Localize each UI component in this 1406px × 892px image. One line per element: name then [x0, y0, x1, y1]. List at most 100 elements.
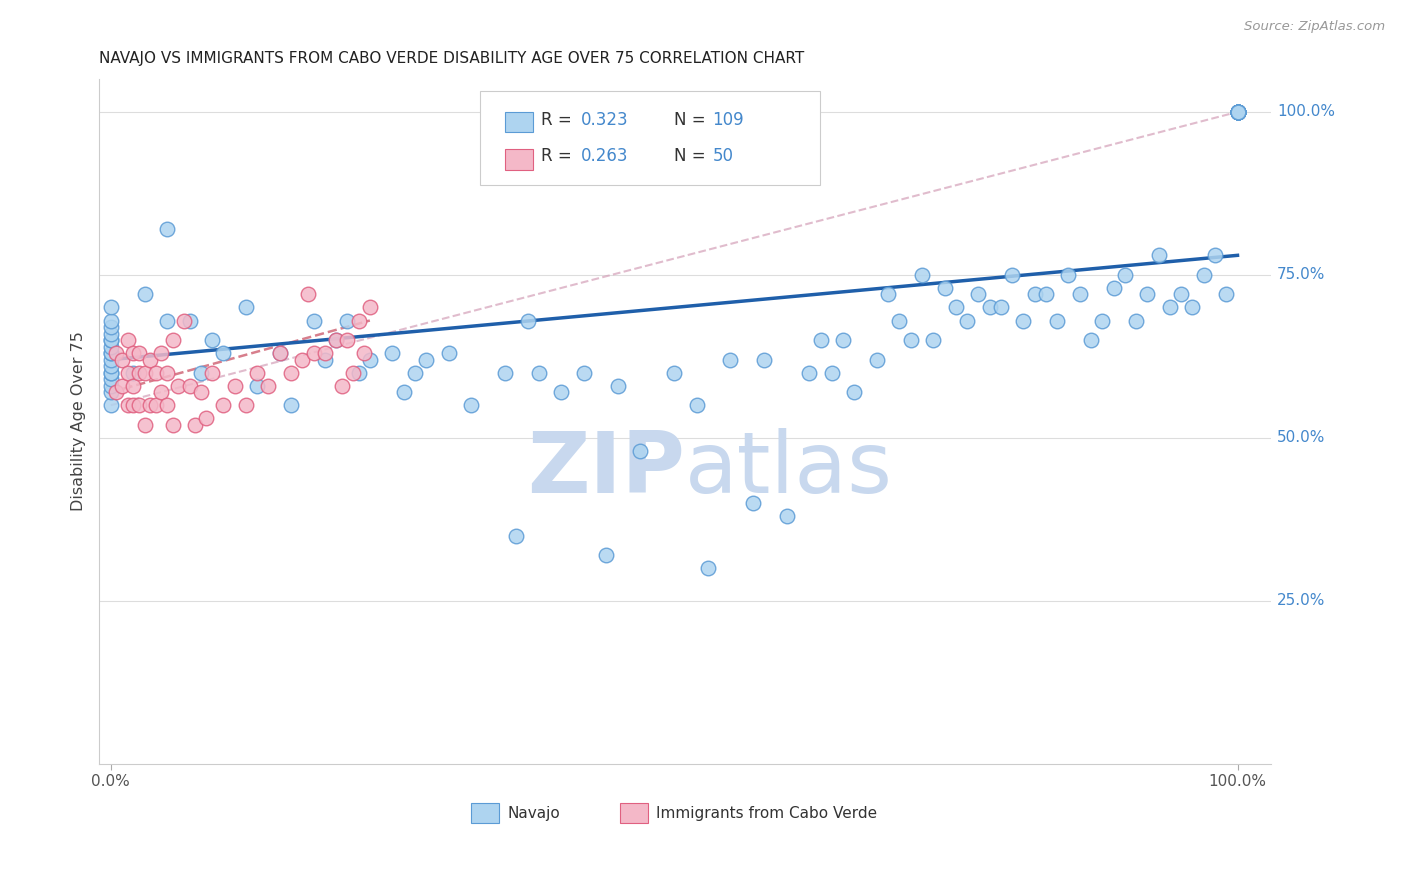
Point [100, 385, 122, 400]
Point [381, 346, 404, 360]
Point [150, 346, 173, 360]
Point [1226, 104, 1249, 119]
Point [302, 313, 325, 327]
Point [922, 333, 945, 347]
Point [201, 366, 224, 380]
Point [100, 333, 122, 347]
Point [100, 346, 122, 360]
Point [100, 372, 122, 386]
Point [100, 359, 122, 373]
Point [1226, 104, 1249, 119]
Point [1226, 104, 1249, 119]
Point [336, 333, 359, 347]
Text: 0.263: 0.263 [581, 147, 628, 165]
Point [810, 333, 832, 347]
Point [460, 398, 482, 412]
Point [1159, 301, 1181, 315]
Text: 75.0%: 75.0% [1277, 268, 1326, 283]
Point [392, 385, 415, 400]
Point [134, 287, 156, 301]
Point [195, 411, 218, 425]
Point [100, 326, 122, 341]
Point [117, 398, 139, 412]
Point [269, 346, 291, 360]
Point [280, 366, 302, 380]
FancyBboxPatch shape [620, 803, 648, 823]
Point [572, 366, 595, 380]
Point [1226, 104, 1249, 119]
Point [1204, 248, 1226, 262]
Point [1012, 313, 1035, 327]
Point [139, 352, 162, 367]
Point [162, 333, 184, 347]
Point [291, 352, 314, 367]
Point [1080, 333, 1102, 347]
Point [128, 366, 150, 380]
Point [1226, 104, 1249, 119]
Point [359, 352, 381, 367]
Point [1091, 313, 1114, 327]
Point [889, 313, 911, 327]
Point [167, 378, 190, 392]
Point [550, 385, 572, 400]
Point [1057, 268, 1080, 282]
Point [179, 378, 201, 392]
Text: R =: R = [541, 147, 578, 165]
Point [1226, 104, 1249, 119]
FancyBboxPatch shape [471, 803, 499, 823]
Point [336, 313, 359, 327]
Text: 100.0%: 100.0% [1277, 104, 1336, 120]
Point [330, 378, 353, 392]
Point [1181, 301, 1204, 315]
Point [100, 320, 122, 334]
FancyBboxPatch shape [505, 112, 533, 132]
Point [606, 378, 628, 392]
Point [100, 398, 122, 412]
Point [415, 352, 437, 367]
Point [1226, 104, 1249, 119]
Point [1226, 104, 1249, 119]
Text: N =: N = [673, 112, 710, 129]
Point [990, 301, 1012, 315]
Point [145, 398, 167, 412]
Point [201, 333, 224, 347]
Point [111, 378, 134, 392]
Point [595, 548, 617, 562]
Point [150, 385, 173, 400]
Point [437, 346, 460, 360]
Point [134, 417, 156, 432]
Point [122, 398, 145, 412]
Point [302, 346, 325, 360]
Point [162, 417, 184, 432]
Point [832, 333, 855, 347]
Point [1226, 104, 1249, 119]
Point [128, 398, 150, 412]
Point [956, 313, 979, 327]
Point [173, 313, 195, 327]
Text: 50: 50 [713, 147, 734, 165]
Point [134, 366, 156, 380]
Point [900, 333, 922, 347]
Point [122, 346, 145, 360]
Point [1226, 104, 1249, 119]
Text: NAVAJO VS IMMIGRANTS FROM CABO VERDE DISABILITY AGE OVER 75 CORRELATION CHART: NAVAJO VS IMMIGRANTS FROM CABO VERDE DIS… [100, 51, 804, 66]
Point [105, 385, 128, 400]
Point [105, 346, 128, 360]
Point [1114, 268, 1136, 282]
Text: Source: ZipAtlas.com: Source: ZipAtlas.com [1244, 20, 1385, 33]
Point [967, 287, 990, 301]
Point [1215, 287, 1237, 301]
Point [799, 366, 821, 380]
Point [516, 313, 538, 327]
Point [866, 352, 889, 367]
Point [145, 366, 167, 380]
Point [1170, 287, 1192, 301]
Point [117, 333, 139, 347]
Point [100, 352, 122, 367]
Point [297, 287, 319, 301]
Text: 25.0%: 25.0% [1277, 593, 1326, 608]
Point [212, 346, 235, 360]
Point [314, 352, 336, 367]
Point [212, 398, 235, 412]
Point [224, 378, 246, 392]
